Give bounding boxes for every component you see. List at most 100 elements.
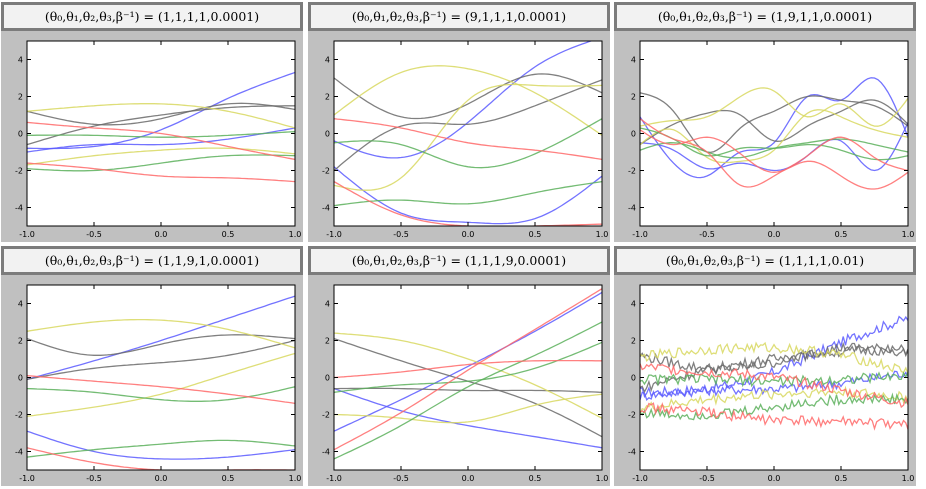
series-line xyxy=(27,147,295,166)
y-tick-label: -4 xyxy=(15,204,23,213)
series-line xyxy=(334,387,602,449)
series-line xyxy=(27,295,295,381)
series-line xyxy=(27,154,295,172)
series-line xyxy=(27,103,295,129)
series-line xyxy=(27,71,295,150)
chart-panel-5: (θ₀,θ₁,θ₂,θ₃,β⁻¹) = (1,1,1,9,0.0001) -1.… xyxy=(308,246,610,486)
series-line xyxy=(334,321,602,460)
x-tick-label: 0.0 xyxy=(155,230,168,239)
plot-area: -1.0 -0.5 0.0 0.5 1.0 -4 -2 0 2 4 xyxy=(628,284,914,483)
x-tick-label: -0.5 xyxy=(86,230,102,239)
x-tick-label: -1.0 xyxy=(632,474,648,483)
x-tick-label: 1.0 xyxy=(596,230,609,239)
plot-area: -1.0 -0.5 0.0 0.5 1.0 -4 -2 0 2 4 xyxy=(628,40,915,239)
y-tick-label: 2 xyxy=(325,93,330,102)
y-tick-label: 0 xyxy=(631,374,636,383)
x-tick-label: -1.0 xyxy=(326,230,342,239)
chart-panel-1: (θ₀,θ₁,θ₂,θ₃,β⁻¹) = (1,1,1,1,0.0001) -1.… xyxy=(1,2,303,242)
x-tick-label: 0.5 xyxy=(835,474,848,483)
x-tick-label: 1.0 xyxy=(289,474,302,483)
series-line xyxy=(640,138,908,159)
y-tick-label: -4 xyxy=(628,448,636,457)
x-tick-label: 0.5 xyxy=(835,230,848,239)
chart-title: (θ₀,θ₁,θ₂,θ₃,β⁻¹) = (1,9,1,1,0.0001) xyxy=(614,2,916,31)
x-tick-label: -1.0 xyxy=(19,474,35,483)
series-line xyxy=(27,386,295,402)
series-line xyxy=(27,162,295,183)
series-line xyxy=(27,318,295,349)
series-line xyxy=(27,121,295,161)
x-tick-label: 1.0 xyxy=(902,230,915,239)
series-line xyxy=(334,181,602,226)
x-tick-label: -1.0 xyxy=(632,230,648,239)
series-line xyxy=(27,127,295,153)
series-line xyxy=(334,118,602,169)
y-tick-label: 0 xyxy=(18,130,23,139)
y-tick-label: 2 xyxy=(325,337,330,346)
x-tick-label: 0.5 xyxy=(529,474,542,483)
y-tick-label: 2 xyxy=(18,93,23,102)
chart-panel-6: (θ₀,θ₁,θ₂,θ₃,β⁻¹) = (1,1,1,1,0.01) -1.0-… xyxy=(614,246,916,486)
series-line xyxy=(640,401,908,431)
series-line xyxy=(640,371,908,388)
chart-title: (θ₀,θ₁,θ₂,θ₃,β⁻¹) = (9,1,1,1,0.0001) xyxy=(308,2,610,31)
x-tick-label: -0.5 xyxy=(699,474,715,483)
chart-title: (θ₀,θ₁,θ₂,θ₃,β⁻¹) = (1,1,9,1,0.0001) xyxy=(1,246,303,275)
x-tick-label: 0.5 xyxy=(222,230,235,239)
series-line xyxy=(334,118,602,161)
series-line xyxy=(640,341,908,376)
x-tick-label: 1.0 xyxy=(596,474,609,483)
series-group xyxy=(27,71,295,183)
series-line xyxy=(334,359,602,379)
y-tick-label: 0 xyxy=(325,374,330,383)
x-tick-label: 0.0 xyxy=(462,474,475,483)
series-line xyxy=(27,105,295,146)
series-line xyxy=(334,41,593,159)
y-tick-label: 4 xyxy=(325,300,330,309)
chart-title: (θ₀,θ₁,θ₂,θ₃,β⁻¹) = (1,1,1,1,0.0001) xyxy=(1,2,303,31)
chart-title: (θ₀,θ₁,θ₂,θ₃,β⁻¹) = (1,1,1,9,0.0001) xyxy=(308,246,610,275)
x-tick-label: -0.5 xyxy=(393,230,409,239)
series-line xyxy=(334,393,602,424)
series-line xyxy=(640,77,908,179)
y-tick-label: -2 xyxy=(15,411,23,420)
plot-area: -1.0 -0.5 0.0 0.5 1.0 -4 -2 0 2 4 xyxy=(15,284,302,483)
series-line xyxy=(334,79,602,172)
x-tick-label: 0.0 xyxy=(462,230,475,239)
x-tick-label: -0.5 xyxy=(86,474,102,483)
series-line xyxy=(640,343,908,394)
plot-area: -1.0 -0.5 0.0 0.5 1.0 -4 -2 0 2 4 xyxy=(322,284,609,483)
series-line xyxy=(334,332,602,419)
x-tick-label: -1.0 xyxy=(326,474,342,483)
series-line xyxy=(640,87,908,127)
y-tick-label: 4 xyxy=(18,56,23,65)
series-line xyxy=(640,129,908,190)
y-tick-label: -2 xyxy=(322,167,330,176)
series-line xyxy=(27,131,295,138)
y-tick-label: -4 xyxy=(322,448,330,457)
plot-background xyxy=(640,41,908,226)
series-line xyxy=(640,341,908,374)
x-tick-label: -1.0 xyxy=(19,230,35,239)
series-group xyxy=(640,315,908,431)
series-line xyxy=(27,430,295,460)
y-tick-label: 0 xyxy=(325,130,330,139)
x-tick-label: -0.5 xyxy=(699,230,715,239)
chart-panel-3: (θ₀,θ₁,θ₂,θ₃,β⁻¹) = (1,9,1,1,0.0001) -1.… xyxy=(614,2,916,242)
y-tick-label: 0 xyxy=(18,374,23,383)
x-tick-label: 0.5 xyxy=(529,230,542,239)
y-tick-label: 2 xyxy=(18,337,23,346)
y-tick-label: 4 xyxy=(631,300,636,309)
plot-area: -1.0 -0.5 0.0 0.5 1.0 -4 -2 0 2 4 xyxy=(15,40,301,239)
series-line xyxy=(640,122,908,172)
series-line xyxy=(27,375,295,405)
chart-panel-4: (θ₀,θ₁,θ₂,θ₃,β⁻¹) = (1,1,9,1,0.0001) -1.… xyxy=(1,246,303,486)
series-line xyxy=(27,339,295,381)
y-tick-label: -2 xyxy=(628,411,636,420)
series-line xyxy=(640,385,908,414)
y-tick-label: -4 xyxy=(322,204,330,213)
y-tick-label: 0 xyxy=(631,130,636,139)
y-tick-label: 2 xyxy=(631,337,636,346)
x-tick-label: -0.5 xyxy=(393,474,409,483)
series-line xyxy=(27,102,295,126)
